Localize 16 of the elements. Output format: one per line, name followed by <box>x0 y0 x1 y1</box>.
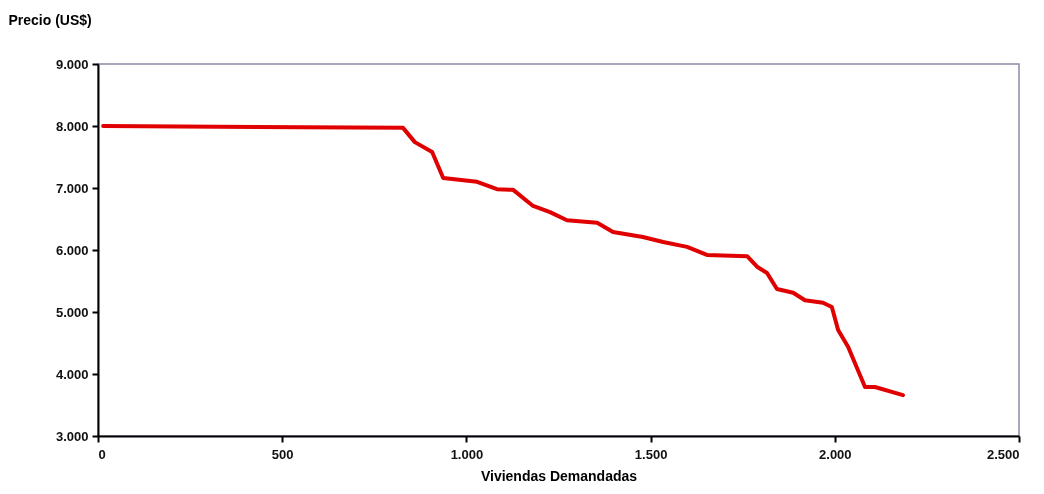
y-tick-label: 5.000 <box>55 304 89 320</box>
x-tick-label: 0 <box>98 446 106 462</box>
y-tick-label: 4.000 <box>55 366 89 382</box>
x-axis-title: Viviendas Demandadas <box>480 467 638 484</box>
y-tick-label: 6.000 <box>55 242 89 258</box>
x-tick-label: 2.500 <box>986 446 1020 462</box>
y-tick-label: 7.000 <box>55 180 89 196</box>
x-tick-label: 500 <box>271 446 294 462</box>
y-tick-label: 3.000 <box>55 428 89 444</box>
x-tick-label: 2.000 <box>819 446 852 462</box>
y-tick-label: 9.000 <box>55 56 89 72</box>
y-axis-title: Precio (US$) <box>8 11 92 28</box>
x-tick-label: 1.500 <box>634 446 668 462</box>
y-tick-label: 8.000 <box>55 118 89 134</box>
line-series <box>101 124 905 398</box>
x-tick-label: 1.000 <box>450 446 484 462</box>
